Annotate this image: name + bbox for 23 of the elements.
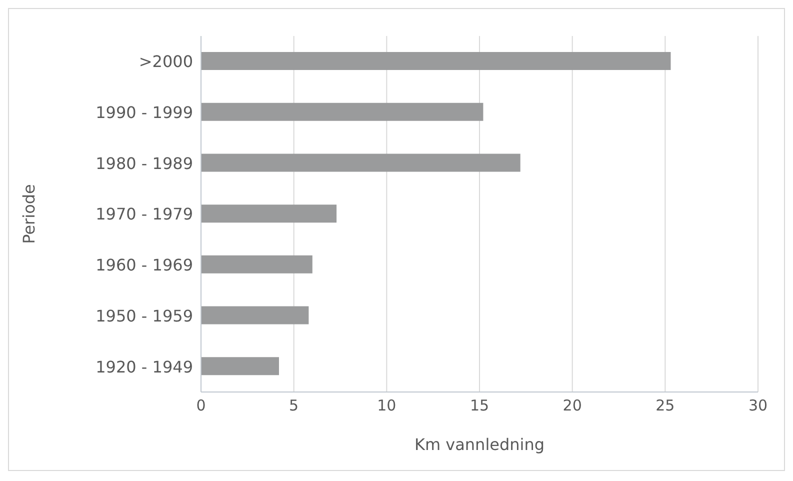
y-tick-label: 1970 - 1979 bbox=[96, 204, 193, 224]
y-tick-label: 1980 - 1989 bbox=[96, 154, 193, 173]
y-tick-label: >2000 bbox=[138, 52, 193, 72]
y-tick-label: 1920 - 1949 bbox=[96, 357, 193, 376]
bar bbox=[201, 357, 279, 376]
x-tick-label: 15 bbox=[470, 396, 490, 415]
x-tick-label: 0 bbox=[196, 396, 206, 415]
x-tick-label: 20 bbox=[562, 396, 582, 415]
bar bbox=[201, 52, 671, 70]
x-tick-label: 25 bbox=[656, 396, 675, 415]
bar bbox=[201, 306, 309, 324]
x-tick-label: 30 bbox=[748, 396, 768, 415]
y-axis-title: Periode bbox=[20, 184, 39, 244]
y-tick-label: 1960 - 1969 bbox=[96, 256, 193, 275]
bar bbox=[201, 255, 312, 274]
y-tick-label: 1990 - 1999 bbox=[96, 102, 193, 122]
y-tick-label: 1950 - 1959 bbox=[96, 306, 193, 326]
bar bbox=[201, 102, 484, 121]
bar bbox=[201, 154, 520, 172]
x-tick-label: 5 bbox=[289, 396, 299, 415]
x-axis-title: Km vannledning bbox=[414, 435, 545, 454]
bar bbox=[201, 204, 337, 223]
x-tick-label: 10 bbox=[377, 396, 396, 415]
